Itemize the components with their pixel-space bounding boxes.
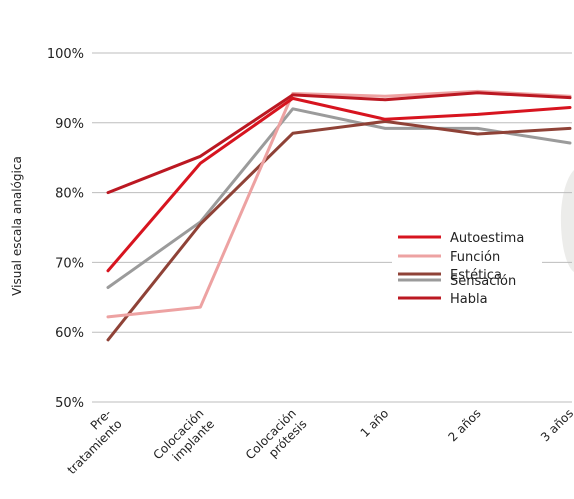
x-tick-label-line: 2 años <box>446 406 484 444</box>
x-tick-label: 3 años <box>538 406 574 444</box>
legend-item: Habla <box>398 292 488 307</box>
series-line-sensación <box>106 107 572 290</box>
legend-item: Estética <box>398 268 502 283</box>
y-tick-label: 70% <box>55 256 84 271</box>
y-tick-label: 100% <box>47 47 84 62</box>
series-line-habla <box>106 91 572 195</box>
legend-item: Sensación <box>398 274 516 289</box>
x-tick-label: Colocaciónimplante <box>150 406 217 473</box>
x-tick-label: 1 año <box>358 406 392 440</box>
svg-text:Colocaciónimplante: Colocaciónimplante <box>150 406 217 473</box>
x-tick-label-line: 1 año <box>358 406 392 440</box>
svg-text:Colocaciónprótesis: Colocaciónprótesis <box>243 406 310 473</box>
svg-text:Pre-tratamiento: Pre-tratamiento <box>54 406 125 477</box>
x-tick-label: 2 años <box>446 406 484 444</box>
legend-label: Estética <box>450 268 502 283</box>
decorative-shape <box>560 170 574 272</box>
series-lines <box>106 89 572 342</box>
legend-background <box>392 226 542 308</box>
gridlines <box>92 52 572 403</box>
svg-text:1 año: 1 año <box>358 406 392 440</box>
legend-label: Función <box>450 250 500 265</box>
y-tick-labels: 50% 60% 70% 80% 90% 100% <box>47 47 84 411</box>
x-tick-labels: Pre-tratamiento Colocaciónimplante Colocac… <box>54 406 574 477</box>
legend-label: Autoestima <box>450 231 524 246</box>
series-line-autoestima <box>106 96 572 273</box>
svg-text:3 años: 3 años <box>538 406 574 444</box>
legend-item: Autoestima <box>398 231 524 246</box>
x-tick-label: Colocaciónprótesis <box>243 406 310 473</box>
y-tick-label: 90% <box>55 117 84 132</box>
legend-item: Función <box>398 250 500 265</box>
svg-text:2 años: 2 años <box>446 406 484 444</box>
y-tick-label: 50% <box>55 396 84 411</box>
legend-label: Habla <box>450 292 488 307</box>
x-tick-label: Pre-tratamiento <box>54 406 125 477</box>
legend-label: Sensación <box>450 274 516 289</box>
y-axis-label: Visual escala analógica <box>10 156 24 296</box>
x-tick-label-line: 3 años <box>538 406 574 444</box>
y-tick-label: 80% <box>55 187 84 202</box>
y-tick-label: 60% <box>55 326 84 341</box>
series-line-estética <box>106 119 572 342</box>
